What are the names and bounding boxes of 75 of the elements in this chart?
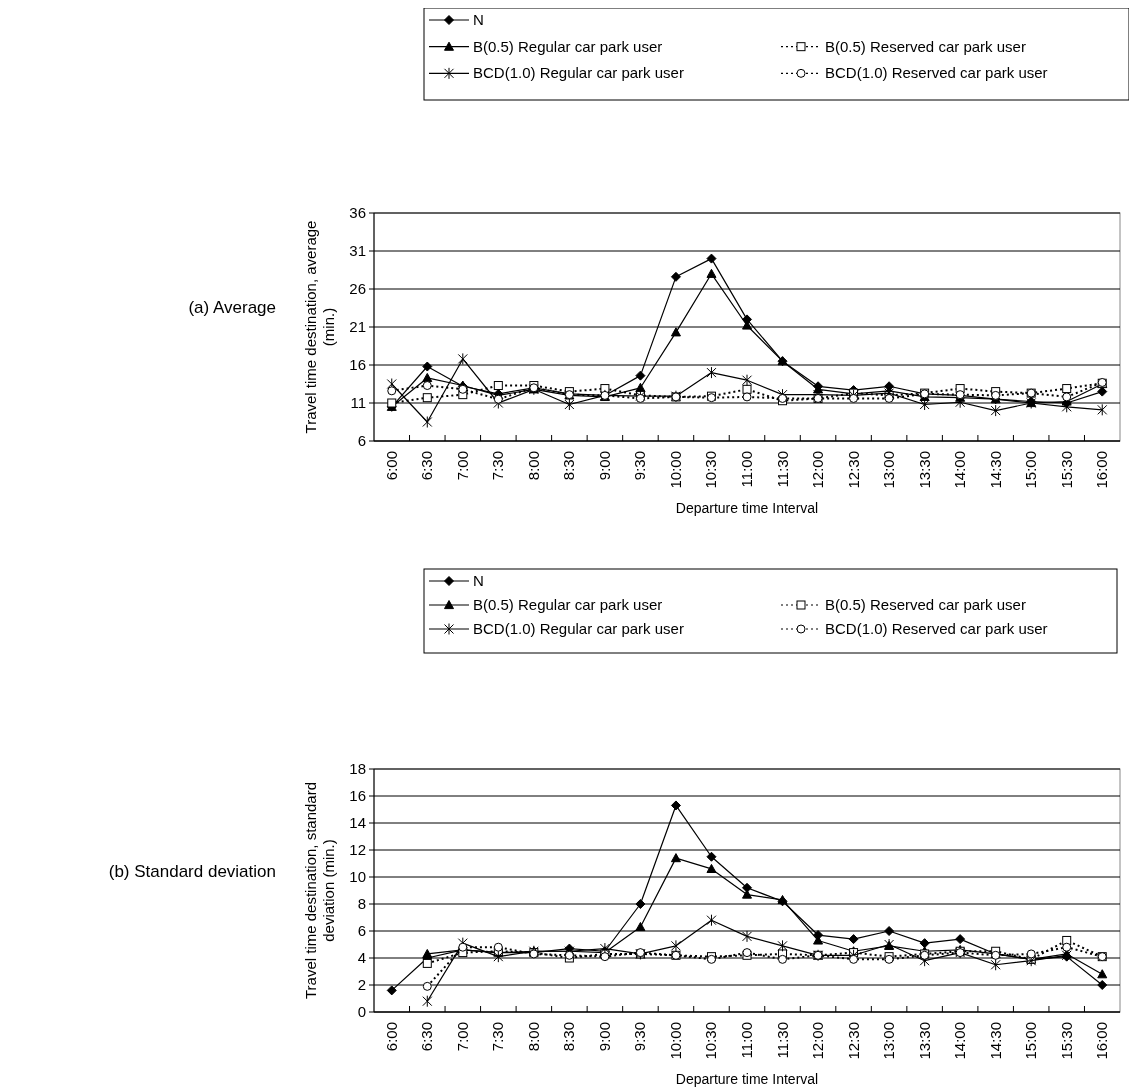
x-tick-label: 10:30 <box>702 451 720 489</box>
x-tick-label: 11:30 <box>773 1022 791 1059</box>
x-tick-label: 10:00 <box>666 1022 684 1060</box>
legend-label: BCD(1.0) Reserved car park user <box>825 64 1048 82</box>
legend-label: BCD(1.0) Regular car park user <box>473 620 684 637</box>
x-tick-label: 16:00 <box>1093 451 1111 489</box>
y-tick-label: 18 <box>349 760 366 777</box>
x-tick-label: 15:00 <box>1022 451 1040 489</box>
y-tick-label: 14 <box>349 814 366 831</box>
x-tick-label: 14:30 <box>986 451 1004 489</box>
y-tick-label: 31 <box>349 242 366 259</box>
y-tick-label: 8 <box>357 895 366 912</box>
y-axis-title: Travel time destination, standard deviation (min.) <box>302 781 337 1000</box>
x-tick-label: 13:30 <box>915 1022 933 1060</box>
x-tick-label: 6:00 <box>382 451 400 481</box>
y-tick-label: 12 <box>349 841 366 858</box>
legend-label: BCD(1.0) Reserved car park user <box>825 620 1048 637</box>
x-tick-label: 7:30 <box>489 1022 507 1052</box>
x-tick-label: 9:30 <box>631 1022 649 1052</box>
legend-label: B(0.5) Regular car park user <box>473 596 663 613</box>
x-tick-label: 15:00 <box>1022 1022 1040 1060</box>
x-tick-label: 10:30 <box>702 1022 720 1060</box>
x-tick-label: 11:30 <box>773 451 791 488</box>
y-tick-label: 16 <box>349 787 366 804</box>
y-tick-label: 26 <box>349 280 366 297</box>
x-tick-label: 6:30 <box>418 1022 436 1052</box>
y-tick-label: 6 <box>357 922 366 939</box>
y-tick-label: 10 <box>349 868 366 885</box>
x-tick-label: 7:00 <box>453 451 471 481</box>
legend-label: B(0.5) Reserved car park user <box>825 37 1026 55</box>
x-tick-label: 12:30 <box>844 451 862 489</box>
x-tick-label: 8:30 <box>560 1022 578 1052</box>
y-tick-label: 36 <box>349 204 366 221</box>
x-tick-label: 12:30 <box>844 1022 862 1060</box>
x-tick-label: 9:30 <box>631 451 649 481</box>
x-tick-label: 7:00 <box>453 1022 471 1052</box>
y-tick-label: 21 <box>349 318 366 335</box>
x-tick-label: 11:00 <box>738 451 755 488</box>
legend-label: BCD(1.0) Regular car park user <box>473 64 684 82</box>
x-tick-label: 13:00 <box>880 451 898 489</box>
legend-label: N <box>473 11 484 28</box>
x-tick-label: 8:00 <box>524 451 542 481</box>
x-tick-label: 13:00 <box>880 1022 898 1060</box>
legend-label: B(0.5) Reserved car park user <box>825 596 1026 613</box>
x-tick-label: 15:30 <box>1057 1022 1075 1060</box>
y-tick-label: 4 <box>357 949 366 966</box>
x-axis-title: Departure time Interval <box>675 500 819 516</box>
x-tick-label: 12:00 <box>809 1022 827 1060</box>
x-tick-label: 16:00 <box>1093 1022 1111 1060</box>
x-tick-label: 12:00 <box>809 451 827 489</box>
x-tick-label: 8:00 <box>524 1022 542 1052</box>
text: (b) Standard deviation <box>108 861 276 881</box>
y-tick-label: 16 <box>349 356 366 373</box>
x-tick-label: 14:00 <box>951 1022 969 1060</box>
x-tick-label: 7:30 <box>489 451 507 481</box>
x-tick-label: 14:00 <box>951 451 969 489</box>
x-tick-label: 6:00 <box>382 1022 400 1052</box>
x-axis-title: Departure time Interval <box>675 1071 819 1087</box>
x-tick-label: 11:00 <box>738 1022 755 1059</box>
legend-label: N <box>473 572 484 589</box>
y-tick-label: 2 <box>357 976 366 993</box>
x-tick-label: 9:00 <box>595 1022 613 1052</box>
x-tick-label: 9:00 <box>595 451 613 481</box>
x-tick-label: 13:30 <box>915 451 933 489</box>
text: (a) Average <box>188 298 276 317</box>
legend-label: B(0.5) Regular car park user <box>473 37 663 55</box>
x-tick-label: 14:30 <box>986 1022 1004 1060</box>
y-tick-label: 6 <box>357 432 366 449</box>
x-tick-label: 10:00 <box>666 451 684 489</box>
x-tick-label: 15:30 <box>1057 451 1075 489</box>
y-tick-label: 0 <box>357 1003 366 1020</box>
x-tick-label: 6:30 <box>418 451 436 481</box>
y-axis-title: Travel time destination, average (min.) <box>302 220 337 434</box>
y-tick-label: 11 <box>350 394 366 411</box>
x-tick-label: 8:30 <box>560 451 578 481</box>
